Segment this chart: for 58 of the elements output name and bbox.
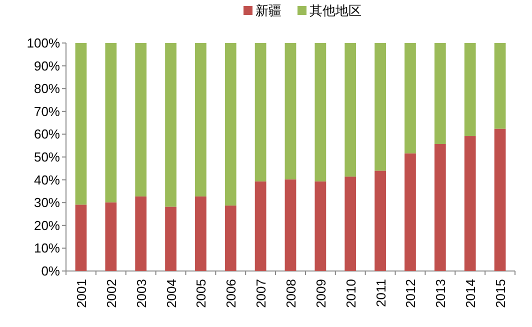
- bar: [224, 206, 236, 271]
- y-tick-label: 30%: [34, 195, 60, 210]
- y-tick-label: 60%: [34, 126, 60, 142]
- bar: [494, 43, 506, 129]
- bar: [195, 43, 206, 196]
- x-tick-label: 2004: [164, 279, 179, 308]
- x-tick-label: 2008: [284, 279, 298, 308]
- bar: [344, 43, 356, 177]
- y-tick-label: 70%: [34, 104, 60, 119]
- x-tick-label: 2015: [493, 279, 508, 308]
- x-tick-label: 2003: [134, 279, 149, 308]
- y-tick-label: 50%: [34, 150, 60, 164]
- x-tick-label: 2002: [104, 279, 119, 308]
- x-tick-label: 2009: [313, 279, 328, 308]
- x-tick-label: 2005: [194, 279, 209, 308]
- x-tick-label: 2012: [403, 279, 418, 308]
- x-tick-label: 2013: [433, 279, 448, 308]
- bar: [105, 43, 117, 202]
- bar: [374, 170, 386, 271]
- y-tick-label: 10%: [34, 240, 60, 256]
- bar: [254, 181, 266, 271]
- bar: [195, 196, 206, 271]
- bar: [464, 136, 476, 271]
- bar: [404, 43, 416, 154]
- bar: [165, 206, 176, 271]
- y-tick-label: 0%: [41, 264, 60, 278]
- bar: [434, 43, 446, 144]
- bar: [165, 43, 176, 207]
- y-tick-label: 20%: [34, 218, 60, 233]
- bar: [374, 43, 386, 171]
- legend-label: 其他地区: [310, 3, 362, 18]
- x-tick-label: 2011: [373, 279, 388, 307]
- bar: [314, 43, 326, 182]
- bar: [434, 144, 446, 271]
- bar: [314, 181, 326, 271]
- bar: [135, 196, 147, 271]
- x-tick-label: 2001: [74, 279, 89, 308]
- bar: [404, 153, 416, 271]
- x-tick-label: 2007: [254, 279, 269, 308]
- bar: [344, 176, 356, 271]
- bar: [284, 179, 296, 271]
- bar: [494, 128, 506, 271]
- bar: [254, 43, 266, 182]
- y-tick-label: 90%: [34, 58, 60, 74]
- bar: [135, 43, 147, 196]
- bar: [464, 43, 476, 136]
- y-tick-label: 100%: [26, 36, 60, 50]
- x-tick-label: 2010: [343, 279, 358, 308]
- bar: [105, 202, 117, 271]
- x-tick-label: 2006: [224, 279, 239, 308]
- y-tick-label: 80%: [34, 81, 60, 96]
- bar: [284, 43, 296, 180]
- y-tick-label: 40%: [34, 172, 60, 188]
- x-tick-label: 2014: [463, 279, 478, 308]
- bar: [75, 43, 87, 205]
- bar: [224, 43, 236, 206]
- bar: [75, 204, 87, 271]
- legend-label: 新疆: [256, 3, 282, 18]
